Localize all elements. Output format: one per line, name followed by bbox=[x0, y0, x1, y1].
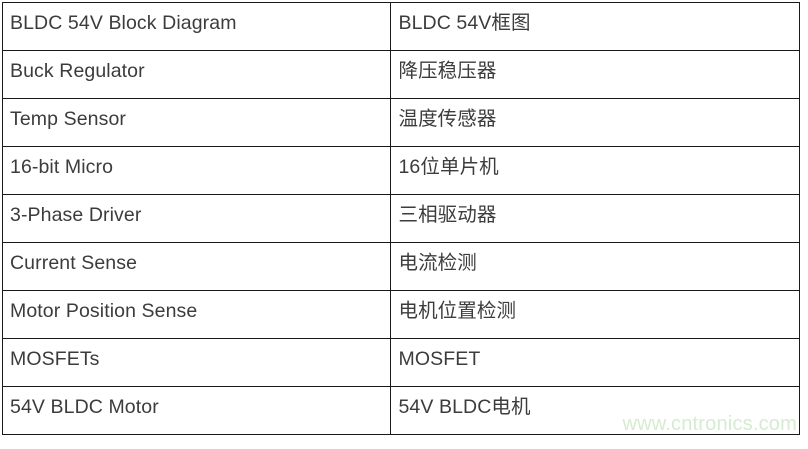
table-body: BLDC 54V Block Diagram BLDC 54V框图 Buck R… bbox=[1, 2, 800, 435]
table-cell-chinese: 16位单片机 bbox=[390, 146, 800, 195]
table-cell-chinese: 三相驱动器 bbox=[390, 194, 800, 243]
term-chinese: 温度传感器 bbox=[398, 108, 497, 131]
term-english: 54V BLDC Motor bbox=[10, 396, 159, 419]
table-cell-chinese: 电机位置检测 bbox=[390, 290, 800, 339]
bldc-terminology-table: BLDC 54V Block Diagram BLDC 54V框图 Buck R… bbox=[1, 2, 800, 435]
table-cell-english: MOSFETs bbox=[1, 338, 392, 387]
term-english: Current Sense bbox=[10, 252, 138, 275]
term-english: 16-bit Micro bbox=[10, 156, 114, 179]
term-chinese: 三相驱动器 bbox=[398, 204, 497, 227]
table-cell-english: Buck Regulator bbox=[1, 50, 392, 99]
table-row: 54V BLDC Motor 54V BLDC电机 bbox=[1, 386, 800, 435]
term-chinese: 54V BLDC电机 bbox=[398, 396, 531, 419]
table-cell-english: 54V BLDC Motor bbox=[1, 386, 392, 435]
table-cell-english: Current Sense bbox=[1, 242, 392, 291]
term-chinese: 16位单片机 bbox=[398, 156, 499, 179]
table-cell-chinese: 54V BLDC电机 bbox=[390, 386, 800, 435]
table-row: Motor Position Sense 电机位置检测 bbox=[1, 290, 800, 339]
table-row: 3-Phase Driver 三相驱动器 bbox=[1, 194, 800, 243]
table-row: Temp Sensor 温度传感器 bbox=[1, 98, 800, 147]
term-english: MOSFETs bbox=[10, 348, 100, 371]
term-english: 3-Phase Driver bbox=[10, 204, 142, 227]
table-cell-chinese: MOSFET bbox=[390, 338, 800, 387]
table-row: 16-bit Micro 16位单片机 bbox=[1, 146, 800, 195]
term-chinese: MOSFET bbox=[398, 348, 481, 371]
table-cell-chinese: BLDC 54V框图 bbox=[390, 2, 800, 51]
term-english: Buck Regulator bbox=[10, 60, 145, 83]
table-cell-chinese: 电流检测 bbox=[390, 242, 800, 291]
table-cell-english: Temp Sensor bbox=[1, 98, 392, 147]
table-row: Current Sense 电流检测 bbox=[1, 242, 800, 291]
term-english: BLDC 54V Block Diagram bbox=[10, 12, 237, 35]
term-chinese: BLDC 54V框图 bbox=[398, 12, 531, 35]
table-cell-chinese: 温度传感器 bbox=[390, 98, 800, 147]
table-cell-english: 3-Phase Driver bbox=[1, 194, 392, 243]
term-chinese: 降压稳压器 bbox=[398, 60, 497, 83]
table-cell-english: BLDC 54V Block Diagram bbox=[1, 2, 392, 51]
table-cell-english: Motor Position Sense bbox=[1, 290, 392, 339]
term-chinese: 电流检测 bbox=[398, 252, 477, 275]
table-row: MOSFETs MOSFET bbox=[1, 338, 800, 387]
table-cell-english: 16-bit Micro bbox=[1, 146, 392, 195]
term-english: Motor Position Sense bbox=[10, 300, 198, 323]
table-row: Buck Regulator 降压稳压器 bbox=[1, 50, 800, 99]
term-chinese: 电机位置检测 bbox=[398, 300, 517, 323]
table-cell-chinese: 降压稳压器 bbox=[390, 50, 800, 99]
term-english: Temp Sensor bbox=[10, 108, 126, 131]
table-row: BLDC 54V Block Diagram BLDC 54V框图 bbox=[1, 2, 800, 51]
